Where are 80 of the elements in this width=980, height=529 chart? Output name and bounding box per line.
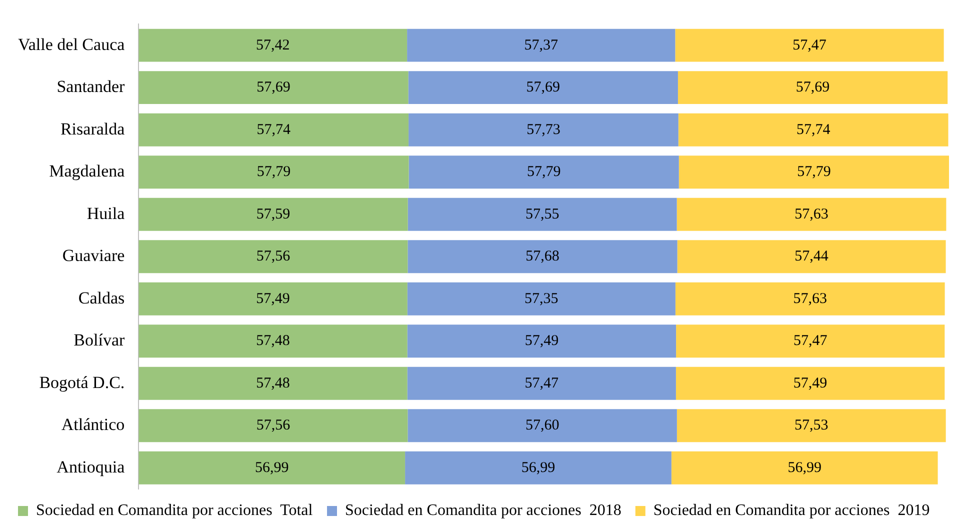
bar bbox=[678, 71, 948, 104]
y-tick-label: Magdalena bbox=[49, 162, 126, 181]
bar bbox=[407, 366, 676, 400]
data-label: 57,37 bbox=[524, 37, 559, 54]
y-tick-label: Bogotá D.C. bbox=[39, 372, 125, 392]
y-tick-label: Santander bbox=[56, 77, 126, 96]
legend-label: Sociedad en Comandita por acciones 2019 bbox=[653, 502, 930, 520]
y-tick-label: Caldas bbox=[78, 288, 125, 308]
data-label: 57,48 bbox=[256, 375, 290, 392]
data-label: 57,47 bbox=[793, 333, 828, 350]
data-label: 57,47 bbox=[792, 37, 827, 54]
bar bbox=[138, 366, 408, 400]
y-tick-label: Atlántico bbox=[61, 415, 125, 434]
bar bbox=[676, 198, 946, 231]
bar bbox=[678, 156, 950, 189]
data-label: 57,68 bbox=[526, 248, 560, 265]
bar bbox=[138, 28, 408, 62]
data-label: 57,63 bbox=[794, 206, 828, 222]
bar bbox=[138, 451, 406, 484]
bar bbox=[407, 28, 676, 62]
data-label: 57,44 bbox=[794, 248, 829, 265]
bar bbox=[138, 324, 408, 358]
legend-label: Sociedad en Comandita por acciones 2018 bbox=[345, 502, 622, 520]
bar bbox=[408, 156, 679, 189]
bar bbox=[138, 71, 408, 104]
data-label: 57,74 bbox=[796, 122, 831, 138]
bar bbox=[408, 240, 678, 274]
bar bbox=[675, 282, 945, 316]
data-label: 57,55 bbox=[525, 206, 560, 222]
data-label: 57,47 bbox=[524, 375, 560, 392]
data-label: 57,59 bbox=[256, 206, 290, 222]
data-label: 57,35 bbox=[524, 290, 558, 307]
y-tick-label: Bolívar bbox=[74, 330, 126, 350]
data-label: 57,63 bbox=[793, 290, 827, 307]
bar bbox=[408, 71, 678, 104]
data-label: 56,99 bbox=[788, 460, 822, 476]
data-label: 57,73 bbox=[526, 122, 560, 138]
data-label: 57,60 bbox=[525, 418, 560, 434]
data-label: 57,53 bbox=[794, 418, 828, 434]
data-label: 57,69 bbox=[526, 80, 560, 96]
y-tick-label: Guaviare bbox=[62, 246, 125, 266]
y-tick-label: Risaralda bbox=[60, 119, 126, 138]
bar bbox=[671, 451, 938, 484]
bar bbox=[676, 366, 945, 400]
bar bbox=[408, 409, 677, 442]
data-label: 57,69 bbox=[256, 80, 290, 96]
bar bbox=[408, 113, 678, 146]
bar bbox=[407, 324, 676, 358]
data-label: 56,99 bbox=[254, 460, 289, 476]
bar bbox=[676, 324, 945, 358]
data-label: 57,56 bbox=[256, 418, 291, 434]
bar bbox=[408, 198, 677, 231]
data-label: 57,49 bbox=[256, 290, 290, 307]
data-label: 57,49 bbox=[524, 333, 559, 350]
bar bbox=[675, 28, 944, 62]
data-label: 57,42 bbox=[256, 37, 290, 54]
data-label: 57,69 bbox=[796, 80, 830, 96]
bar bbox=[138, 282, 408, 316]
y-tick-label: Antioquia bbox=[56, 457, 126, 476]
bar bbox=[138, 409, 408, 442]
bar bbox=[138, 240, 408, 274]
bar bbox=[676, 409, 946, 442]
bar bbox=[405, 451, 672, 484]
bar bbox=[138, 198, 408, 231]
legend-label: Sociedad en Comandita por acciones Total bbox=[36, 502, 314, 520]
data-label: 57,49 bbox=[793, 375, 828, 392]
y-tick-label: Huila bbox=[86, 204, 126, 223]
data-label: 57,79 bbox=[526, 164, 561, 180]
data-label: 57,79 bbox=[256, 164, 291, 180]
bar bbox=[138, 156, 409, 189]
bar bbox=[677, 240, 946, 274]
y-tick-label: Valle del Cauca bbox=[18, 34, 126, 54]
data-label: 57,79 bbox=[797, 164, 831, 180]
data-label: 56,99 bbox=[521, 460, 556, 476]
data-label: 57,48 bbox=[256, 333, 290, 350]
data-label: 57,56 bbox=[256, 248, 291, 265]
bar bbox=[138, 113, 409, 146]
bar bbox=[678, 113, 948, 146]
bar bbox=[407, 282, 676, 316]
data-label: 57,74 bbox=[256, 122, 291, 138]
